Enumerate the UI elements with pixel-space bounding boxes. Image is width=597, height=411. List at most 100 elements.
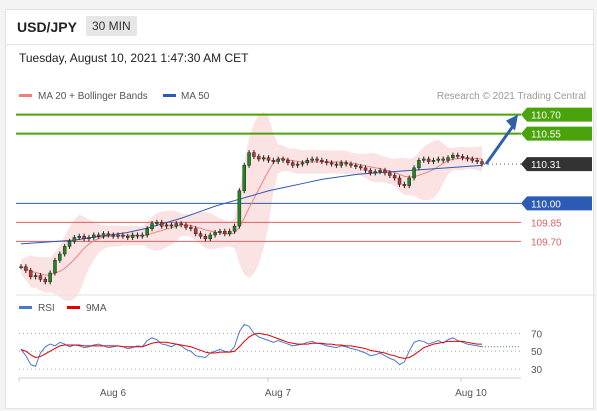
candle-body [62,246,67,255]
candle-body [67,241,72,247]
candle-body [223,230,227,234]
x-axis-labels: Aug 6 Aug 7 Aug 10 [18,378,487,399]
candle-body [426,158,431,162]
rsi-line [20,323,483,368]
candle [368,167,373,176]
candle-body [320,160,324,162]
candle [145,226,149,238]
candle [470,156,475,163]
candle-body [257,156,261,160]
candle [261,155,266,162]
candle-body [252,152,256,157]
level-label-bg [521,126,592,141]
candle-body [43,279,48,283]
candle [407,175,411,189]
candle-body [189,227,193,229]
symbol-label: USD/JPY [17,19,77,35]
candle [480,159,484,167]
candle-body [417,160,421,169]
candle-body [315,158,319,161]
rsi-level-label-50: 50 [531,347,543,358]
candle [436,156,441,163]
candle-body [397,177,402,185]
candle [431,157,436,165]
candle-body [164,224,169,227]
candle-body [446,157,450,161]
level-labels-layer: 110.70 110.55 110.31 110.00 109.85 109.70 [521,107,592,248]
level-label-bg [521,157,592,172]
ma20-line [20,157,483,276]
candle [227,228,232,237]
candle-body [480,161,484,165]
x-tick-label-1: Aug 7 [265,388,292,399]
ma50-legend-swatch [163,94,176,97]
candle [412,165,416,181]
candle-body [116,234,120,237]
candle-body [140,234,145,237]
candle [77,233,81,241]
candle [218,228,222,235]
candle-body [378,170,382,172]
timestamp: Tuesday, August 10, 2021 1:47:30 AM CET [19,51,249,65]
candle [455,152,460,159]
candle [378,167,382,175]
projection-arrow-head [506,114,518,131]
candle [24,264,28,273]
candle-body [324,161,329,164]
rsi-legend-label: RSI [38,303,55,314]
level-label-text: 109.70 [531,237,562,248]
candle [237,188,242,229]
candle-body [271,160,276,162]
candle [446,155,450,163]
rsi-ma-legend-swatch [67,306,80,309]
candle [300,160,305,167]
candle [232,223,237,234]
candle-body [203,236,208,240]
candle-body [193,228,198,234]
candle-body [106,233,111,236]
candle-body [159,222,164,227]
candle [82,233,86,242]
candle [106,231,111,238]
candle [426,156,431,165]
rsi-level-label-30: 30 [531,365,543,376]
candle-body [358,166,363,169]
level-label-text: 109.85 [531,218,562,229]
candle-body [339,162,344,166]
candlestick-layer [19,150,484,285]
candle [242,162,246,194]
level-label-text: 110.31 [531,160,561,171]
candle [19,264,23,270]
candle-body [33,275,38,278]
candle-body [145,228,149,236]
candle [339,160,344,168]
timeframe-badge[interactable]: 30 MIN [86,16,137,36]
candle [116,232,120,239]
level-label-bg [521,107,592,122]
candle [150,221,154,232]
level-label-110.31: 110.31 [521,157,592,172]
candle-body [169,224,174,227]
candle [383,167,387,176]
candle [271,157,276,165]
candle [349,161,353,168]
candle-body [266,157,271,161]
candle [208,232,213,242]
level-label-110.70: 110.70 [521,107,592,122]
candle [257,153,261,162]
candle-body [247,152,251,166]
candle-body [431,160,436,162]
rsi-pane: 70 50 30 [19,323,543,376]
chart-widget: USD/JPY 30 MIN Tuesday, August 10, 2021 … [5,9,595,409]
candle [87,235,91,242]
candle-body [38,275,43,280]
candle [290,160,295,168]
ma50-line [20,164,483,245]
rsi-ma-legend-label: 9MA [86,303,107,314]
candle [281,156,285,163]
candle [193,226,198,237]
bollinger-band-fill [21,111,482,301]
candle-body [460,156,465,158]
candle [276,156,280,165]
candle-body [121,234,125,237]
